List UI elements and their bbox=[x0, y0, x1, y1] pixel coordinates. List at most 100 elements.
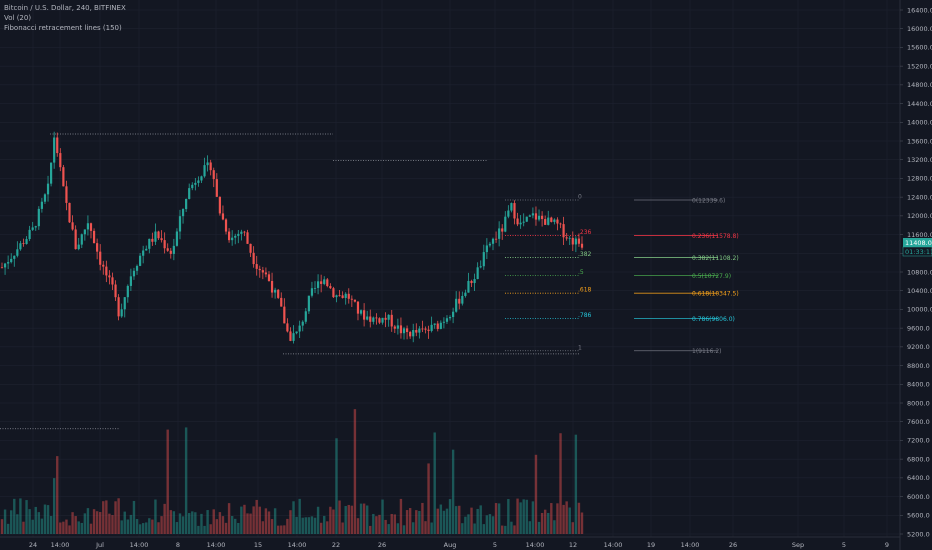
volume-bar bbox=[19, 498, 22, 534]
candle-body bbox=[378, 318, 381, 323]
candle-body bbox=[129, 276, 132, 286]
volume-study-label[interactable]: Vol (20) bbox=[4, 14, 32, 22]
volume-bar bbox=[197, 525, 200, 534]
candle-body bbox=[89, 223, 93, 231]
candle-body bbox=[218, 196, 221, 214]
time-tick-label: 12 bbox=[569, 541, 577, 549]
time-tick-label: Sep bbox=[792, 541, 804, 549]
fibonacci-lines: 0 0(12339.6) .236 0.236(11578.8) .382 0.382(1… bbox=[0, 133, 739, 430]
candle-body bbox=[399, 325, 403, 334]
volume-bar bbox=[283, 525, 286, 534]
volume-bar bbox=[528, 521, 532, 534]
volume-bar bbox=[224, 522, 228, 534]
candle-body bbox=[356, 301, 360, 314]
volume-bar bbox=[494, 503, 498, 534]
volume-bar bbox=[102, 501, 105, 534]
candle-body bbox=[430, 324, 433, 331]
candle-body bbox=[148, 238, 151, 249]
candle-body bbox=[255, 264, 258, 269]
candle-body bbox=[74, 229, 77, 250]
volume-bar bbox=[56, 456, 59, 534]
volume-bar bbox=[129, 514, 133, 534]
candle-body bbox=[277, 289, 280, 298]
candle-body bbox=[40, 201, 43, 209]
volume-bar bbox=[390, 513, 393, 534]
time-axis[interactable]: 24 14:00 Jul 14:00 8 14:00 15 14:00 22 26 Aug 5 14:0… bbox=[0, 536, 900, 549]
time-tick-label: 26 bbox=[729, 541, 737, 549]
candle-body bbox=[409, 331, 412, 337]
candle-body bbox=[108, 275, 111, 278]
candle-body bbox=[375, 317, 378, 319]
candle-body bbox=[494, 238, 498, 240]
candle-body bbox=[491, 238, 495, 244]
candle-body bbox=[580, 243, 584, 248]
candle-body bbox=[59, 153, 62, 168]
volume-bar bbox=[25, 500, 28, 534]
volume-bar bbox=[172, 511, 176, 534]
candle-body bbox=[519, 222, 522, 225]
candle-body bbox=[194, 182, 197, 185]
candle-body bbox=[458, 298, 461, 304]
volume-bar bbox=[22, 521, 25, 534]
candle-body bbox=[565, 237, 568, 239]
time-tick-label: 14:00 bbox=[526, 541, 545, 549]
volume-bar bbox=[519, 502, 522, 534]
last-price-label: 11408.0 bbox=[905, 239, 932, 247]
volume-bar bbox=[424, 521, 427, 534]
candle-body bbox=[206, 162, 209, 166]
candle-body bbox=[13, 255, 16, 259]
symbol-title[interactable]: Bitcoin / U.S. Dollar, 240, BITFINEX bbox=[4, 4, 126, 12]
time-tick-label: 5 bbox=[493, 541, 497, 549]
volume-bar bbox=[562, 504, 565, 534]
volume-bar bbox=[138, 524, 142, 534]
candle-body bbox=[537, 215, 541, 220]
volume-bar bbox=[151, 519, 154, 534]
candle-body bbox=[464, 292, 467, 296]
candle-body bbox=[286, 323, 289, 332]
time-tick-label: 14:00 bbox=[130, 541, 149, 549]
candle-body bbox=[19, 243, 22, 250]
candle-body bbox=[513, 203, 516, 219]
candle-body bbox=[203, 165, 206, 177]
candle-body bbox=[283, 306, 286, 324]
candle-body bbox=[46, 183, 50, 195]
fib-study-label[interactable]: Fibonacci retracement lines (150) bbox=[4, 24, 122, 32]
volume-bar bbox=[218, 512, 222, 534]
candle-body bbox=[37, 208, 40, 227]
fib-level-label: .382 bbox=[578, 251, 592, 258]
candle-body bbox=[525, 216, 528, 222]
volume-bar bbox=[485, 515, 489, 534]
volume-bar bbox=[372, 513, 375, 534]
volume-bar bbox=[332, 509, 335, 534]
candle-body bbox=[390, 314, 393, 327]
candle-body bbox=[372, 317, 375, 322]
time-tick-label: 14:00 bbox=[288, 541, 307, 549]
volume-bar bbox=[31, 519, 34, 534]
volume-bar bbox=[356, 518, 360, 534]
volume-bar bbox=[194, 512, 197, 534]
volume-bar bbox=[154, 499, 157, 534]
volume-bar bbox=[178, 513, 182, 534]
candle-body bbox=[369, 316, 372, 322]
candle-body bbox=[541, 215, 544, 220]
volume-bar bbox=[482, 524, 485, 534]
candle-body bbox=[43, 194, 47, 202]
volume-bar bbox=[396, 523, 400, 534]
candle-body bbox=[476, 267, 479, 280]
candle-body bbox=[249, 243, 252, 253]
candle-body bbox=[234, 235, 237, 238]
volume-bar bbox=[212, 509, 215, 534]
volume-bar bbox=[191, 511, 194, 534]
candle-body bbox=[439, 322, 442, 329]
candle-body bbox=[304, 311, 307, 322]
candle-body bbox=[516, 218, 519, 225]
volume-bar bbox=[408, 508, 412, 534]
volume-bar bbox=[540, 512, 544, 534]
candle-body bbox=[347, 293, 350, 299]
volume-bar bbox=[341, 522, 344, 534]
volume-bar bbox=[439, 504, 443, 534]
candle-body bbox=[455, 298, 458, 312]
volume-bar bbox=[316, 506, 320, 534]
volume-bar bbox=[292, 501, 295, 534]
